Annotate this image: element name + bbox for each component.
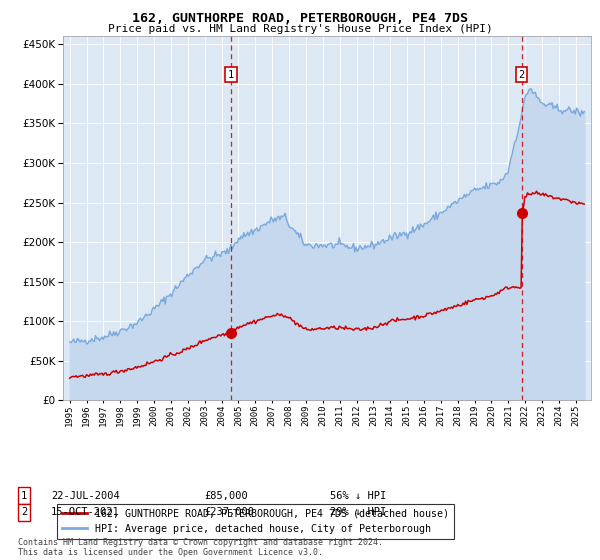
Text: Contains HM Land Registry data © Crown copyright and database right 2024.
This d: Contains HM Land Registry data © Crown c… [18, 538, 383, 557]
Text: 56% ↓ HPI: 56% ↓ HPI [330, 491, 386, 501]
Text: 2: 2 [518, 69, 525, 80]
Text: 22-JUL-2004: 22-JUL-2004 [51, 491, 120, 501]
Text: Price paid vs. HM Land Registry's House Price Index (HPI): Price paid vs. HM Land Registry's House … [107, 24, 493, 34]
Text: £85,000: £85,000 [204, 491, 248, 501]
Legend: 162, GUNTHORPE ROAD, PETERBOROUGH, PE4 7DS (detached house), HPI: Average price,: 162, GUNTHORPE ROAD, PETERBOROUGH, PE4 7… [58, 503, 454, 539]
Text: 162, GUNTHORPE ROAD, PETERBOROUGH, PE4 7DS: 162, GUNTHORPE ROAD, PETERBOROUGH, PE4 7… [132, 12, 468, 25]
Text: 15-OCT-2021: 15-OCT-2021 [51, 507, 120, 517]
Text: 2: 2 [21, 507, 27, 517]
Text: 29% ↓ HPI: 29% ↓ HPI [330, 507, 386, 517]
Text: 1: 1 [21, 491, 27, 501]
Text: £237,000: £237,000 [204, 507, 254, 517]
Text: 1: 1 [228, 69, 234, 80]
